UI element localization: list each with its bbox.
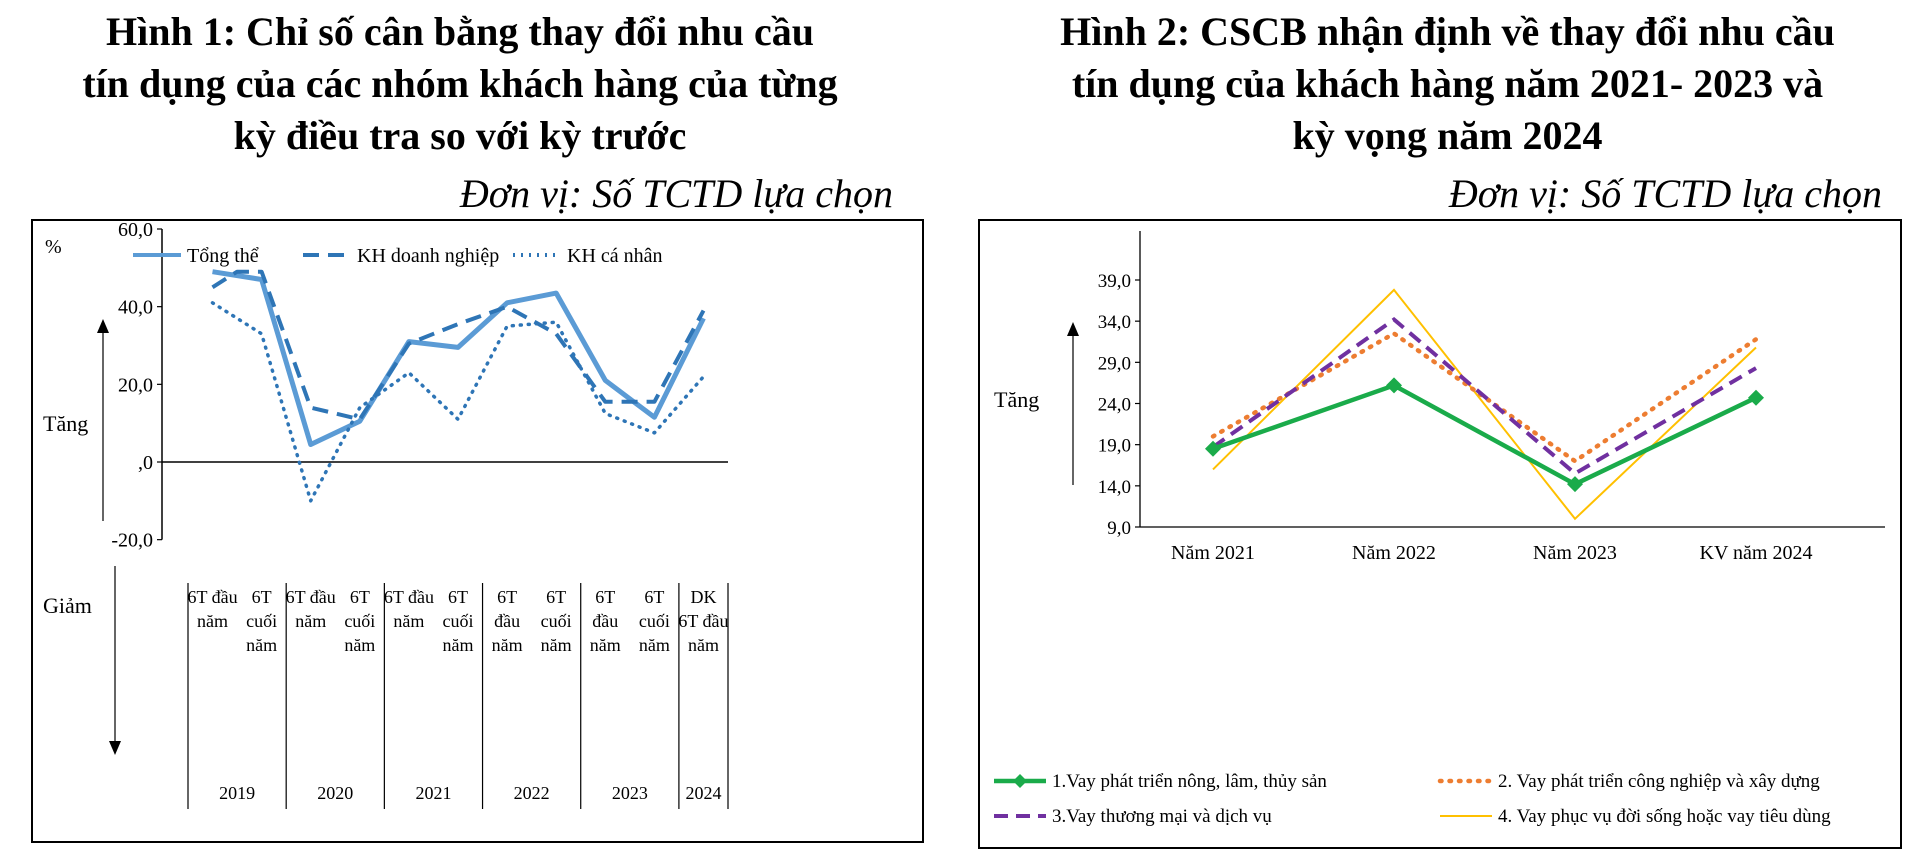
chart1-category-label: năm — [639, 635, 670, 655]
chart1-up-label: Tăng — [43, 411, 88, 436]
chart2-category-label: KV năm 2024 — [1700, 542, 1813, 564]
chart2-series-1-marker — [1386, 377, 1402, 394]
chart1-category-label: 6T — [252, 587, 272, 607]
chart2-legend-marker — [1013, 774, 1027, 788]
chart1-category-label: cuối — [639, 611, 670, 631]
chart2-y-tick-label: 29,0 — [1098, 353, 1131, 374]
chart2-category-label: Năm 2021 — [1171, 542, 1255, 564]
chart2-legend-label: 3.Vay thương mại và dịch vụ — [1052, 806, 1272, 827]
chart1-category-label: năm — [443, 635, 474, 655]
chart1-year-label: 2023 — [612, 783, 648, 803]
chart2-series-4-line — [1212, 288, 1757, 521]
chart1-legend-label: KH doanh nghiệp — [357, 245, 499, 267]
figure2-title-line-2: tín dụng của khách hàng năm 2021- 2023 v… — [1071, 61, 1824, 106]
chart1-y-tick-label: -20,0 — [111, 530, 153, 552]
chart1-category-label: 6T — [595, 587, 615, 607]
chart2-series-2-line — [1210, 330, 1759, 464]
chart2-up-label: Tăng — [994, 387, 1039, 412]
chart1-category-label: năm — [688, 635, 719, 655]
figure2-title-line-3: kỳ vọng năm 2024 — [1292, 113, 1603, 158]
chart1-category-label: năm — [492, 635, 523, 655]
chart1-year-label: 2021 — [415, 783, 451, 803]
figure1-unit: Đơn vị: Số TCTD lựa chọn — [459, 171, 893, 216]
chart1-y-tick-label: 40,0 — [118, 297, 153, 319]
chart1-category-label: 6T đầu — [187, 587, 237, 607]
figure1-title-line-2: tín dụng của các nhóm khách hàng của từn… — [82, 61, 838, 106]
chart2-legend-label: 4. Vay phục vụ đời sống hoặc vay tiêu dù… — [1498, 806, 1831, 827]
figure1-title: Hình 1: Chỉ số cân bằng thay đổi nhu cầu… — [0, 6, 920, 162]
chart2-frame: 39,0 34,0 29,0 24,0 19,0 14,0 9,0 Tăng Năm 2021 N… — [978, 219, 1902, 849]
figure2-title: Hình 2: CSCB nhận định về thay đổi nhu c… — [975, 6, 1920, 162]
chart1-year-label: 2024 — [685, 783, 721, 803]
chart1-category-label: năm — [541, 635, 572, 655]
chart1-category-label: năm — [590, 635, 621, 655]
chart1-year-label: 2022 — [514, 783, 550, 803]
chart1-ylabel: % — [45, 236, 62, 258]
figure2-title-line-1: Hình 2: CSCB nhận định về thay đổi nhu c… — [1060, 9, 1835, 54]
chart2-y-tick-label: 24,0 — [1098, 395, 1131, 416]
chart2-y-tick-label: 14,0 — [1098, 477, 1131, 498]
figure2-unit: Đơn vị: Số TCTD lựa chọn — [1448, 171, 1882, 216]
chart1-category-label: đầu — [592, 611, 618, 631]
figure1-title-line-3: kỳ điều tra so với kỳ trước — [233, 113, 687, 158]
chart2-up-arrow-head — [1067, 322, 1079, 336]
chart1-category-label: 6T — [448, 587, 468, 607]
chart1-year-label: 2020 — [317, 783, 353, 803]
chart1-category-label: cuối — [344, 611, 375, 631]
chart1-category-label: 6T — [546, 587, 566, 607]
chart2-y-tick-label: 19,0 — [1098, 436, 1131, 457]
chart1-y-tick-label: 60,0 — [118, 221, 153, 241]
chart1-down-label: Giảm — [43, 593, 92, 618]
chart2-series-1-marker — [1748, 389, 1764, 406]
chart1-category-label: 6T — [497, 587, 517, 607]
chart1-down-arrow-head — [109, 741, 121, 755]
chart2-y-tick-label: 9,0 — [1107, 518, 1131, 539]
chart1-frame: 60,0 40,0 20,0,0 -20,0% Tăng Giảm 6T đầu năm 6T c… — [31, 219, 924, 843]
chart1-category-label: năm — [246, 635, 277, 655]
chart1-category-label: 6T đầu — [678, 611, 728, 631]
chart1-category-label: năm — [295, 611, 326, 631]
chart1-category-label: 6T — [350, 587, 370, 607]
chart1-category-label: DK — [690, 587, 716, 607]
chart2-series-1-line — [1212, 382, 1757, 487]
chart1-category-label: cuối — [443, 611, 474, 631]
chart1-y-tick-label: ,0 — [138, 452, 153, 474]
chart1-category-label: 6T — [644, 587, 664, 607]
chart1-category-label: 6T đầu — [384, 587, 434, 607]
chart1-category-label: 6T đầu — [286, 587, 336, 607]
chart2-series-3-line — [1211, 316, 1758, 476]
chart2-series-1-marker — [1567, 476, 1583, 493]
chart1-category-label: năm — [197, 611, 228, 631]
chart1-category-label: cuối — [541, 611, 572, 631]
chart2-category-label: Năm 2022 — [1352, 542, 1436, 564]
chart2-category-label: Năm 2023 — [1533, 542, 1617, 564]
chart2-svg: 39,0 34,0 29,0 24,0 19,0 14,0 9,0 Tăng Năm 2021 N… — [994, 231, 1885, 827]
chart1-category-label: năm — [344, 635, 375, 655]
chart1-category-label: cuối — [246, 611, 277, 631]
figure1-title-line-1: Hình 1: Chỉ số cân bằng thay đổi nhu cầu — [105, 9, 814, 54]
chart1-legend-label: Tổng thể — [187, 245, 259, 267]
chart1-year-label: 2019 — [219, 783, 255, 803]
chart1-up-arrow-head — [97, 319, 109, 333]
chart2-y-tick-label: 34,0 — [1098, 312, 1131, 333]
chart2-legend-label: 2. Vay phát triển công nghiệp và xây dựn… — [1498, 771, 1820, 792]
chart1-category-label: năm — [393, 611, 424, 631]
chart1-legend-label: KH cá nhân — [567, 245, 663, 267]
chart2-y-tick-label: 39,0 — [1098, 271, 1131, 292]
chart2-legend-label: 1.Vay phát triển nông, lâm, thủy sản — [1052, 771, 1327, 792]
chart2-series-1-marker — [1205, 440, 1221, 457]
chart1-y-tick-label: 20,0 — [118, 374, 153, 396]
chart1-category-label: đầu — [494, 611, 520, 631]
